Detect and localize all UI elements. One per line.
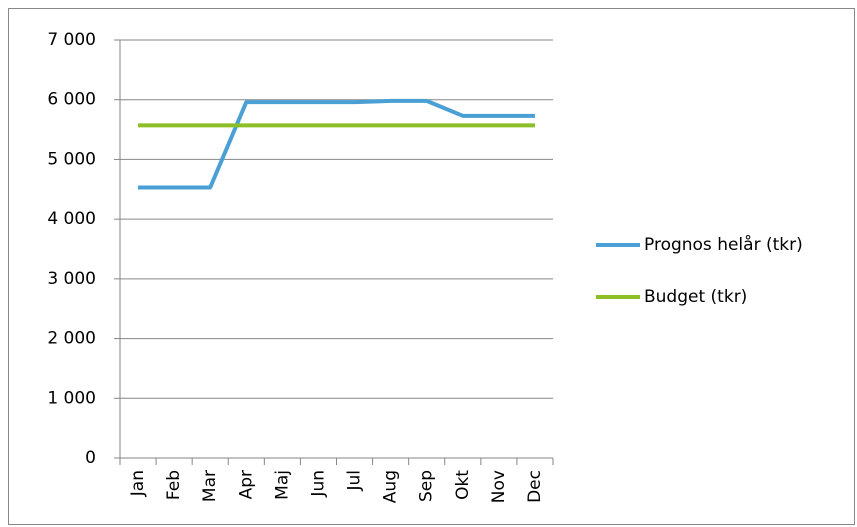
x-tick-label: Mar	[200, 470, 220, 502]
x-tick-label: Dec	[525, 470, 545, 503]
x-tick-label: Okt	[453, 470, 473, 500]
y-tick-label: 3 000	[47, 269, 96, 289]
series-line	[138, 98, 535, 190]
y-tick-label: 0	[85, 448, 96, 468]
chart-frame	[8, 8, 855, 525]
legend-label: Budget (tkr)	[644, 287, 747, 307]
y-tick-label: 2 000	[47, 329, 96, 349]
x-tick-label: Maj	[272, 470, 292, 500]
x-tick-label: Jan	[128, 470, 148, 497]
y-tick-label: 1 000	[47, 388, 96, 408]
x-tick-label: Nov	[489, 470, 509, 503]
y-tick-label: 7 000	[47, 30, 96, 50]
x-tick-label: Sep	[417, 470, 437, 502]
y-tick-label: 6 000	[47, 90, 96, 110]
y-tick-label: 4 000	[47, 209, 96, 229]
x-tick-label: Aug	[381, 470, 401, 503]
x-tick-label: Jul	[345, 470, 365, 492]
x-tick-label: Jun	[308, 470, 328, 498]
x-tick-label: Apr	[236, 470, 256, 499]
legend-label: Prognos helår (tkr)	[644, 234, 803, 255]
x-tick-label: Feb	[164, 470, 184, 500]
y-tick-label: 5 000	[47, 149, 96, 169]
